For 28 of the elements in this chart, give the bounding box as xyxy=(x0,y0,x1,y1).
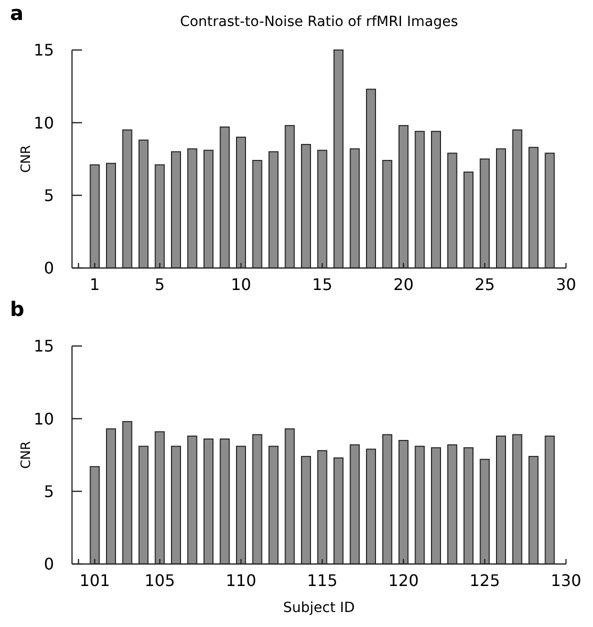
y-tick-label: 15 xyxy=(34,336,54,356)
x-tick-label: 10 xyxy=(230,275,252,294)
x-tick-label: 20 xyxy=(393,275,414,294)
x-tick-label: 120 xyxy=(388,571,419,590)
x-tick-label: 115 xyxy=(306,571,338,590)
y-tick-label: 5 xyxy=(44,482,54,501)
chart-title: Contrast-to-Noise Ratio of rfMRI Images xyxy=(180,14,458,30)
x-tick-label: 1 xyxy=(90,275,100,294)
x-tick-label: 25 xyxy=(474,275,495,294)
y-axis-title: CNR xyxy=(19,145,34,173)
x-axis-title: Subject ID xyxy=(283,600,355,616)
text: b xyxy=(10,297,24,321)
y-tick-label: 15 xyxy=(34,40,54,60)
x-tick-label: 30 xyxy=(556,275,576,294)
y-tick-label: 10 xyxy=(34,113,54,132)
y-tick-label: 10 xyxy=(34,409,54,428)
x-tick-label: 130 xyxy=(550,571,582,590)
x-tick-label: 15 xyxy=(312,275,332,294)
y-axis-title: CNR xyxy=(19,441,34,469)
x-tick-label: 101 xyxy=(79,571,110,590)
x-tick-label: 5 xyxy=(154,275,165,294)
y-tick-label: 5 xyxy=(44,186,54,205)
y-tick-label: 0 xyxy=(44,258,54,278)
x-tick-label: 110 xyxy=(226,571,256,590)
text: a xyxy=(10,1,24,25)
x-tick-label: 105 xyxy=(144,571,176,590)
x-tick-label: 125 xyxy=(469,571,500,590)
y-tick-label: 0 xyxy=(44,554,54,574)
